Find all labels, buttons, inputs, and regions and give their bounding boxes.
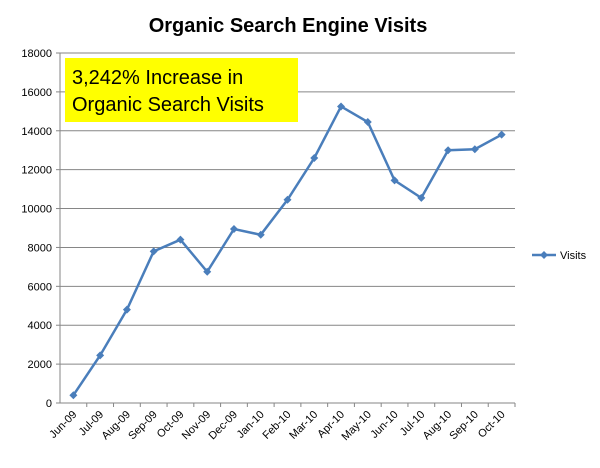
data-point — [122, 305, 131, 314]
y-tick-label: 12000 — [21, 165, 52, 177]
y-tick-label: 6000 — [28, 281, 52, 293]
data-point — [203, 267, 212, 276]
y-tick-label: 14000 — [21, 126, 52, 138]
y-tick-label: 8000 — [28, 242, 52, 254]
data-point — [283, 195, 292, 204]
legend-label: Visits — [560, 250, 587, 262]
data-point — [310, 154, 319, 162]
y-tick-label: 0 — [46, 398, 52, 410]
annotation: 3,242% Increase in — [72, 67, 243, 89]
y-tick-label: 10000 — [21, 204, 52, 216]
data-point — [497, 130, 506, 139]
data-point — [390, 176, 399, 185]
data-point — [256, 230, 265, 239]
data-point — [470, 145, 479, 154]
legend-marker — [540, 251, 548, 259]
chart-title: Organic Search Engine Visits — [149, 15, 428, 37]
data-point — [417, 193, 426, 202]
annotation: Organic Search Visits — [72, 94, 264, 116]
data-point — [149, 247, 158, 256]
y-tick-label: 4000 — [28, 320, 52, 332]
y-tick-label: 2000 — [28, 359, 52, 371]
data-point — [69, 391, 78, 400]
data-point — [444, 146, 453, 155]
data-point — [176, 235, 185, 244]
data-point — [337, 102, 346, 111]
data-point — [363, 118, 372, 127]
data-point — [96, 351, 105, 360]
y-tick-label: 16000 — [21, 87, 52, 99]
y-tick-label: 18000 — [21, 48, 52, 60]
annotation-box — [65, 58, 298, 122]
data-point — [229, 224, 238, 233]
